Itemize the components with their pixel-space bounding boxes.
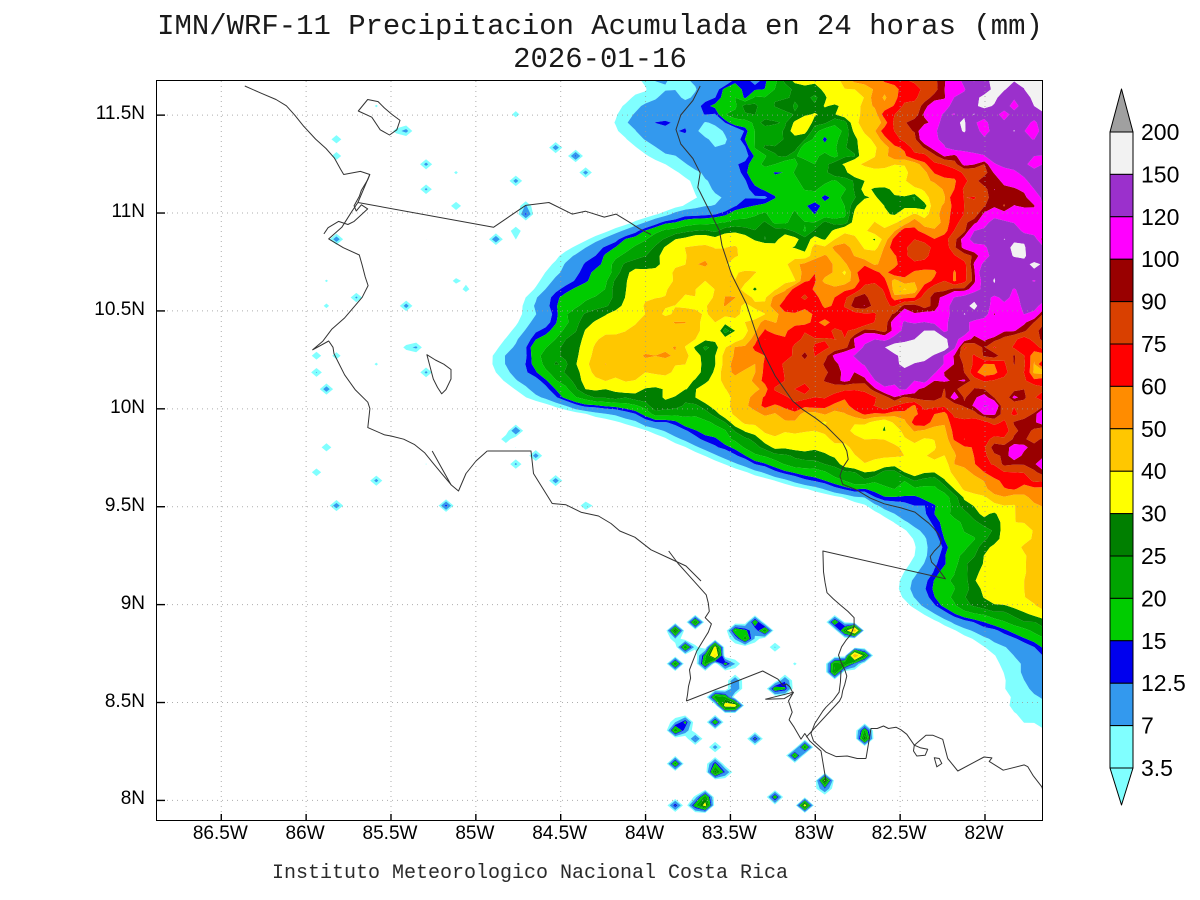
svg-text:50: 50 [1141, 416, 1167, 442]
svg-text:90: 90 [1141, 289, 1167, 315]
svg-text:7: 7 [1141, 713, 1154, 739]
svg-text:120: 120 [1141, 204, 1179, 230]
svg-text:150: 150 [1141, 161, 1179, 187]
svg-text:75: 75 [1141, 331, 1167, 357]
svg-text:60: 60 [1141, 373, 1167, 399]
svg-text:3.5: 3.5 [1141, 755, 1173, 781]
svg-text:25: 25 [1141, 543, 1167, 569]
svg-text:20: 20 [1141, 585, 1167, 611]
svg-text:100: 100 [1141, 246, 1179, 272]
svg-text:12.5: 12.5 [1141, 670, 1186, 696]
svg-text:200: 200 [1141, 119, 1179, 145]
svg-text:40: 40 [1141, 458, 1167, 484]
svg-text:30: 30 [1141, 501, 1167, 527]
svg-text:15: 15 [1141, 628, 1167, 654]
